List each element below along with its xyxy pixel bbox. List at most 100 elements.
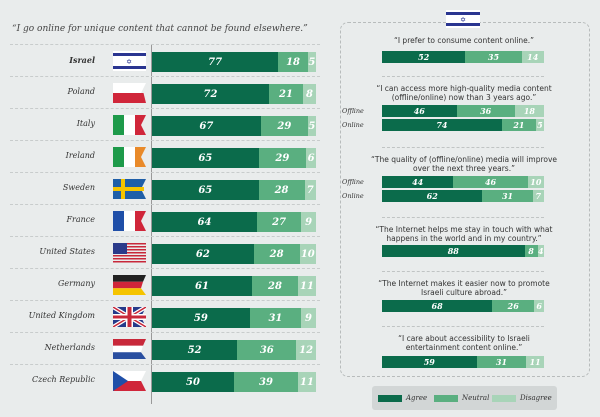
bar-segment-disagree: 10 xyxy=(299,244,316,264)
question-text: “I can access more high-quality media co… xyxy=(376,84,552,102)
data-label: 28 xyxy=(269,248,284,260)
stacked-bar: 74 21 5 xyxy=(382,119,544,131)
data-label: 12 xyxy=(299,344,314,356)
bar-segment-disagree: 11 xyxy=(297,276,316,296)
data-label: 7 xyxy=(306,184,314,196)
stacked-bar: 72 21 8 xyxy=(152,84,316,104)
data-label: 10 xyxy=(300,248,315,260)
data-label: 52 xyxy=(418,52,430,62)
data-label: 62 xyxy=(195,248,210,260)
bar-segment-neutral: 31 xyxy=(482,190,533,202)
data-label: 52 xyxy=(187,344,202,356)
data-label: 14 xyxy=(527,52,539,62)
united-kingdom-flag-icon xyxy=(113,307,146,327)
country-row: Netherlands xyxy=(10,332,320,365)
data-label: 74 xyxy=(436,120,448,130)
data-label: 21 xyxy=(278,88,293,100)
bar-segment-agree: 65 xyxy=(152,180,259,200)
data-label: 77 xyxy=(208,56,223,68)
country-label: United Kingdom xyxy=(28,311,95,320)
poland-flag-icon xyxy=(113,83,146,103)
bar-segment-disagree: 5 xyxy=(535,119,544,131)
svg-text:✡: ✡ xyxy=(126,58,132,66)
stacked-bar: 77 18 5 xyxy=(152,52,316,72)
data-label: 8 xyxy=(528,246,534,256)
legend-swatch-neutral xyxy=(434,394,458,402)
bar-segment-disagree: 9 xyxy=(301,308,316,328)
bar-segment-agree: 59 xyxy=(382,356,477,368)
bar-segment-neutral: 35 xyxy=(465,51,522,63)
bar-segment-agree: 61 xyxy=(152,276,253,296)
divider xyxy=(382,271,544,272)
divider xyxy=(382,326,544,327)
country-label: Ireland xyxy=(65,151,95,160)
data-label: 61 xyxy=(195,280,209,292)
country-row: Germany xyxy=(10,268,320,301)
stacked-bar: 52 36 12 xyxy=(152,340,316,360)
bar-label: Online xyxy=(342,121,364,129)
stacked-bar: 62 28 10 xyxy=(152,244,316,264)
bar-segment-agree: 67 xyxy=(152,116,261,136)
stacked-bar: 59 31 9 xyxy=(152,308,316,328)
stacked-bar: 52 35 14 xyxy=(382,51,544,63)
country-label: Germany xyxy=(58,279,95,288)
bar-segment-neutral: 46 xyxy=(453,176,528,188)
bar-segment-disagree: 9 xyxy=(301,212,316,232)
bar-segment-neutral: 26 xyxy=(492,300,535,312)
stacked-bar: 67 29 5 xyxy=(152,116,316,136)
bar-segment-disagree: 6 xyxy=(306,148,316,168)
united-states-flag-icon xyxy=(113,243,146,263)
bar-segment-agree: 64 xyxy=(152,212,257,232)
country-label: Italy xyxy=(76,119,95,128)
bar-segment-agree: 74 xyxy=(382,119,502,131)
data-label: 21 xyxy=(513,120,525,130)
bar-segment-agree: 65 xyxy=(152,148,259,168)
stacked-bar: 65 28 7 xyxy=(152,180,316,200)
data-label: 72 xyxy=(203,88,218,100)
question-text: “The Internet helps me stay in touch wit… xyxy=(375,225,553,243)
bar-segment-agree: 50 xyxy=(152,372,234,392)
data-label: 59 xyxy=(193,312,208,324)
data-label: 6 xyxy=(307,152,315,164)
stacked-bar: 50 39 11 xyxy=(152,372,316,392)
bar-segment-disagree: 5 xyxy=(307,52,316,72)
data-label: 36 xyxy=(259,344,274,356)
legend-label: Neutral xyxy=(462,394,490,402)
data-label: 29 xyxy=(275,152,290,164)
bar-segment-neutral: 29 xyxy=(258,148,307,168)
bar-segment-neutral: 27 xyxy=(256,212,302,232)
data-label: 64 xyxy=(197,216,212,228)
data-label: 36 xyxy=(480,106,492,116)
country-label: Czech Republic xyxy=(32,375,95,384)
bar-segment-neutral: 28 xyxy=(253,244,300,264)
data-label: 18 xyxy=(523,106,535,116)
data-label: 5 xyxy=(308,120,316,132)
bar-segment-neutral: 8 xyxy=(524,245,538,257)
data-label: 11 xyxy=(300,376,314,388)
israel-flag-icon: ✡ xyxy=(113,51,146,71)
data-label: 59 xyxy=(423,357,435,367)
stacked-bar: 62 31 7 xyxy=(382,190,544,202)
netherlands-flag-icon xyxy=(113,339,146,359)
data-label: 28 xyxy=(274,184,289,196)
stacked-bar: 88 8 4 xyxy=(382,245,544,257)
bar-segment-disagree: 11 xyxy=(526,356,544,368)
country-row: Poland xyxy=(10,76,320,109)
data-label: 65 xyxy=(198,184,213,196)
bar-label: Online xyxy=(342,192,364,200)
bar-segment-disagree: 8 xyxy=(303,84,316,104)
svg-text:✡: ✡ xyxy=(460,16,466,24)
country-row: Israel ✡ xyxy=(10,44,320,77)
data-label: 46 xyxy=(484,177,497,187)
data-label: 31 xyxy=(495,357,508,367)
bar-segment-agree: 62 xyxy=(152,244,254,264)
bar-segment-neutral: 36 xyxy=(237,340,297,360)
bar-segment-disagree: 4 xyxy=(537,245,544,257)
bar-segment-neutral: 28 xyxy=(258,180,305,200)
question-text: “I prefer to consume content online.” xyxy=(393,36,535,45)
legend: Agree Neutral Disagree xyxy=(372,386,557,410)
country-label: Netherlands xyxy=(44,343,95,352)
bar-segment-agree: 44 xyxy=(382,176,454,188)
bar-segment-disagree: 12 xyxy=(296,340,316,360)
israel-flag-icon: ✡ xyxy=(446,10,480,28)
